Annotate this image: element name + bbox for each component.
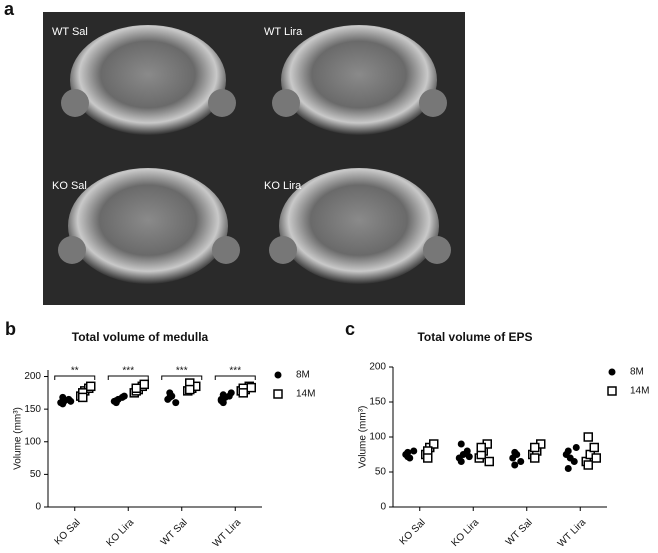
data-point <box>172 399 180 407</box>
data-point <box>511 461 519 469</box>
chart-title: Total volume of EPS <box>417 330 532 344</box>
data-point <box>583 432 593 442</box>
mri-image <box>58 168 240 284</box>
data-point <box>112 397 120 405</box>
data-point <box>429 439 439 449</box>
data-point <box>511 448 519 456</box>
data-point <box>185 384 195 395</box>
y-tick-label: 200 <box>369 362 386 373</box>
legend-marker <box>607 386 617 396</box>
x-tick-label: WT Sal <box>504 517 535 548</box>
y-tick-label: 0 <box>380 502 386 513</box>
data-point <box>484 456 494 467</box>
y-tick-label: 0 <box>35 502 41 513</box>
significance-bracket <box>107 375 149 380</box>
legend-label: 14M <box>630 386 649 397</box>
data-point <box>457 458 465 465</box>
mri-image <box>272 25 447 135</box>
y-tick-label: 100 <box>24 436 41 447</box>
data-point <box>564 447 572 455</box>
data-point <box>591 453 601 463</box>
significance-label: *** <box>229 366 241 377</box>
x-tick-label: WT Sal <box>159 517 190 548</box>
data-point <box>530 453 540 463</box>
significance-label: ** <box>71 366 79 377</box>
data-point <box>166 393 174 401</box>
data-point <box>139 379 149 390</box>
significance-label: *** <box>122 366 134 377</box>
significance-label: *** <box>176 366 188 377</box>
chart-title: Total volume of medulla <box>72 330 209 344</box>
legend-label: 14M <box>296 389 315 400</box>
mri-image <box>269 168 451 284</box>
y-tick-label: 150 <box>24 404 41 415</box>
data-point <box>67 397 75 405</box>
y-tick-label: 100 <box>369 432 386 443</box>
x-tick-label: KO Lira <box>449 517 481 548</box>
data-point <box>463 447 471 455</box>
data-point <box>589 442 599 453</box>
legend-label: 8M <box>630 367 644 378</box>
data-point <box>530 442 540 453</box>
data-point <box>78 392 88 403</box>
data-point <box>227 389 235 397</box>
data-point <box>120 392 128 400</box>
image-label: WT Sal <box>52 26 88 38</box>
y-axis-label: Volume (mm³) <box>13 407 24 470</box>
data-point <box>564 465 572 472</box>
data-point <box>476 442 486 453</box>
x-tick-label: WT Lira <box>556 517 589 548</box>
legend-marker <box>273 389 283 399</box>
data-point <box>246 382 256 393</box>
x-tick-label: WT Lira <box>211 517 244 548</box>
legend-label: 8M <box>296 370 310 381</box>
y-axis-label: Volume (mm³) <box>358 406 369 469</box>
data-point <box>410 447 418 455</box>
panel-label: b <box>5 319 16 339</box>
data-point <box>238 388 248 398</box>
mri-image <box>61 25 236 135</box>
significance-bracket <box>161 375 203 380</box>
significance-bracket <box>214 375 256 380</box>
image-label: WT Lira <box>264 26 303 38</box>
data-point <box>517 458 525 465</box>
data-point <box>404 448 412 456</box>
data-point <box>59 400 67 408</box>
legend-marker <box>608 368 616 376</box>
x-tick-label: KO Sal <box>53 517 83 547</box>
y-tick-label: 50 <box>30 469 42 480</box>
x-tick-label: KO Sal <box>398 517 428 547</box>
data-point <box>217 397 225 405</box>
legend-marker <box>274 371 282 379</box>
y-tick-label: 200 <box>24 371 41 382</box>
data-point <box>570 458 578 465</box>
significance-bracket <box>54 375 96 380</box>
data-point <box>131 383 141 394</box>
panel-label: a <box>4 0 15 19</box>
data-point <box>219 391 227 399</box>
data-point <box>583 460 593 470</box>
image-label: KO Sal <box>52 180 87 192</box>
image-label: KO Lira <box>264 180 302 192</box>
data-point <box>86 381 96 392</box>
y-tick-label: 150 <box>369 397 386 408</box>
data-point <box>423 453 433 463</box>
data-point <box>572 444 580 451</box>
x-tick-label: KO Lira <box>104 517 136 548</box>
panel-label: c <box>345 319 355 339</box>
data-point <box>59 393 67 401</box>
data-point <box>457 440 465 448</box>
mri-grid: WT Sal WT Lira KO Sal KO Lira <box>43 12 465 305</box>
data-point <box>465 453 473 461</box>
y-tick-label: 50 <box>375 467 387 478</box>
